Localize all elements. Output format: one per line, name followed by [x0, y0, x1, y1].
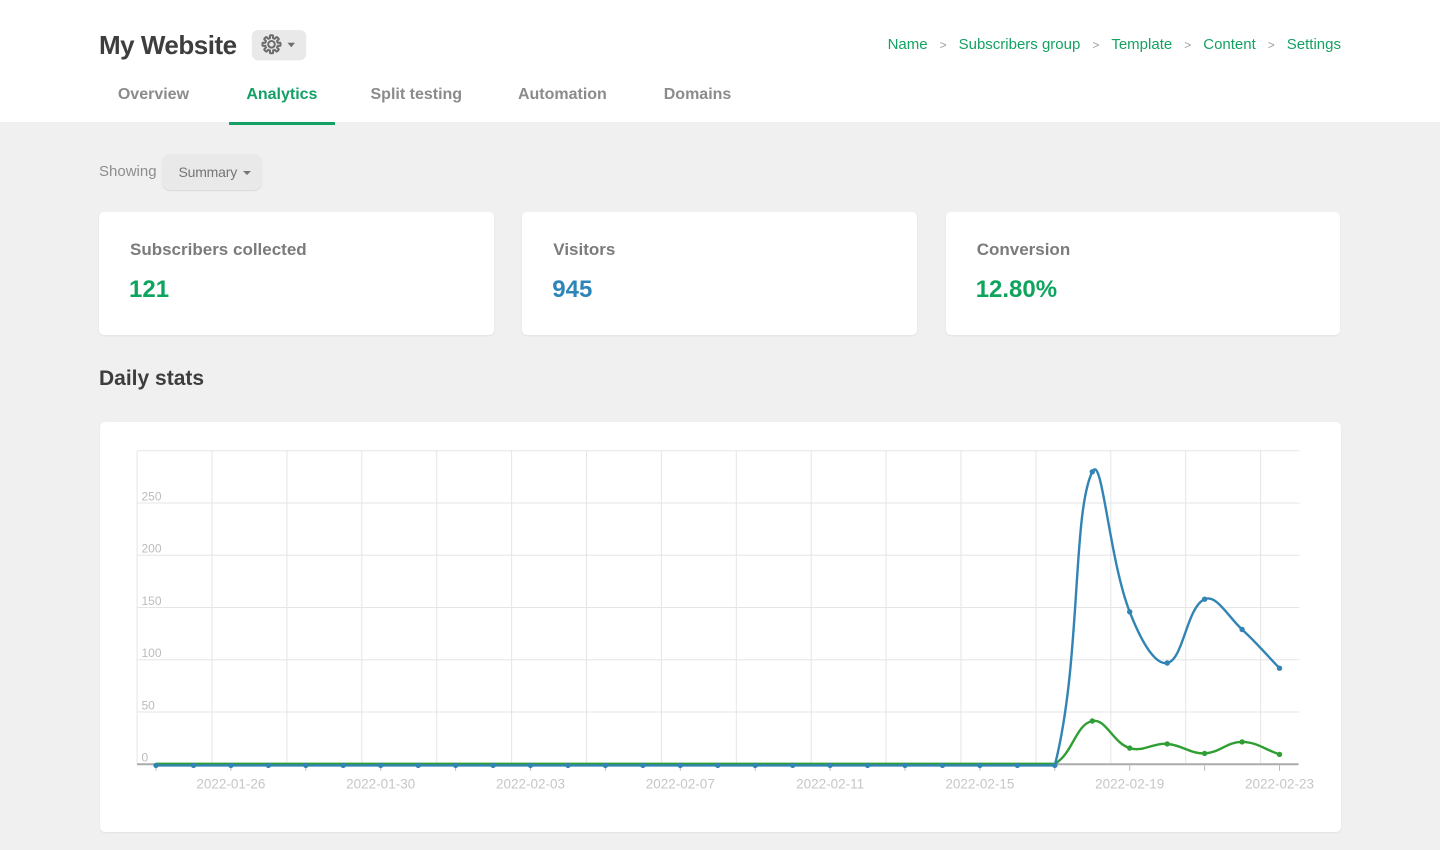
svg-text:2022-02-03: 2022-02-03 — [495, 777, 564, 792]
svg-text:2022-01-26: 2022-01-26 — [196, 777, 265, 792]
svg-text:150: 150 — [141, 594, 161, 608]
svg-text:2022-02-15: 2022-02-15 — [945, 777, 1014, 792]
svg-text:2022-02-23: 2022-02-23 — [1244, 777, 1313, 792]
svg-text:2022-02-19: 2022-02-19 — [1095, 777, 1164, 792]
svg-text:200: 200 — [141, 542, 161, 556]
svg-text:0: 0 — [141, 751, 148, 765]
svg-text:2022-01-30: 2022-01-30 — [346, 777, 415, 792]
svg-text:2022-02-11: 2022-02-11 — [796, 777, 864, 792]
svg-text:2022-02-07: 2022-02-07 — [645, 777, 714, 792]
svg-text:250: 250 — [141, 489, 161, 503]
svg-text:100: 100 — [141, 646, 161, 660]
svg-text:50: 50 — [141, 698, 155, 712]
